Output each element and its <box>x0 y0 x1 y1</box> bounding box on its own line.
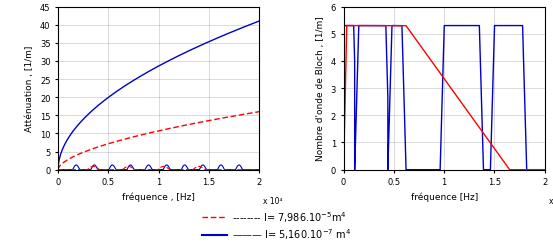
Y-axis label: Nombre d'onde de Bloch , [1/m]: Nombre d'onde de Bloch , [1/m] <box>316 17 325 161</box>
Y-axis label: Atténuation , [1/m]: Atténuation , [1/m] <box>25 46 34 132</box>
X-axis label: fréquence [Hz]: fréquence [Hz] <box>410 192 478 202</box>
X-axis label: fréquence , [Hz]: fréquence , [Hz] <box>122 192 195 202</box>
Legend: -------- I= 7,986.10$^{-5}$m$^4$, ——— I= 5,160.10$^{-7}$ m$^4$: -------- I= 7,986.10$^{-5}$m$^4$, ——— I=… <box>199 205 354 245</box>
Text: x 10⁴: x 10⁴ <box>263 196 283 205</box>
Text: x 10⁴: x 10⁴ <box>549 196 553 205</box>
